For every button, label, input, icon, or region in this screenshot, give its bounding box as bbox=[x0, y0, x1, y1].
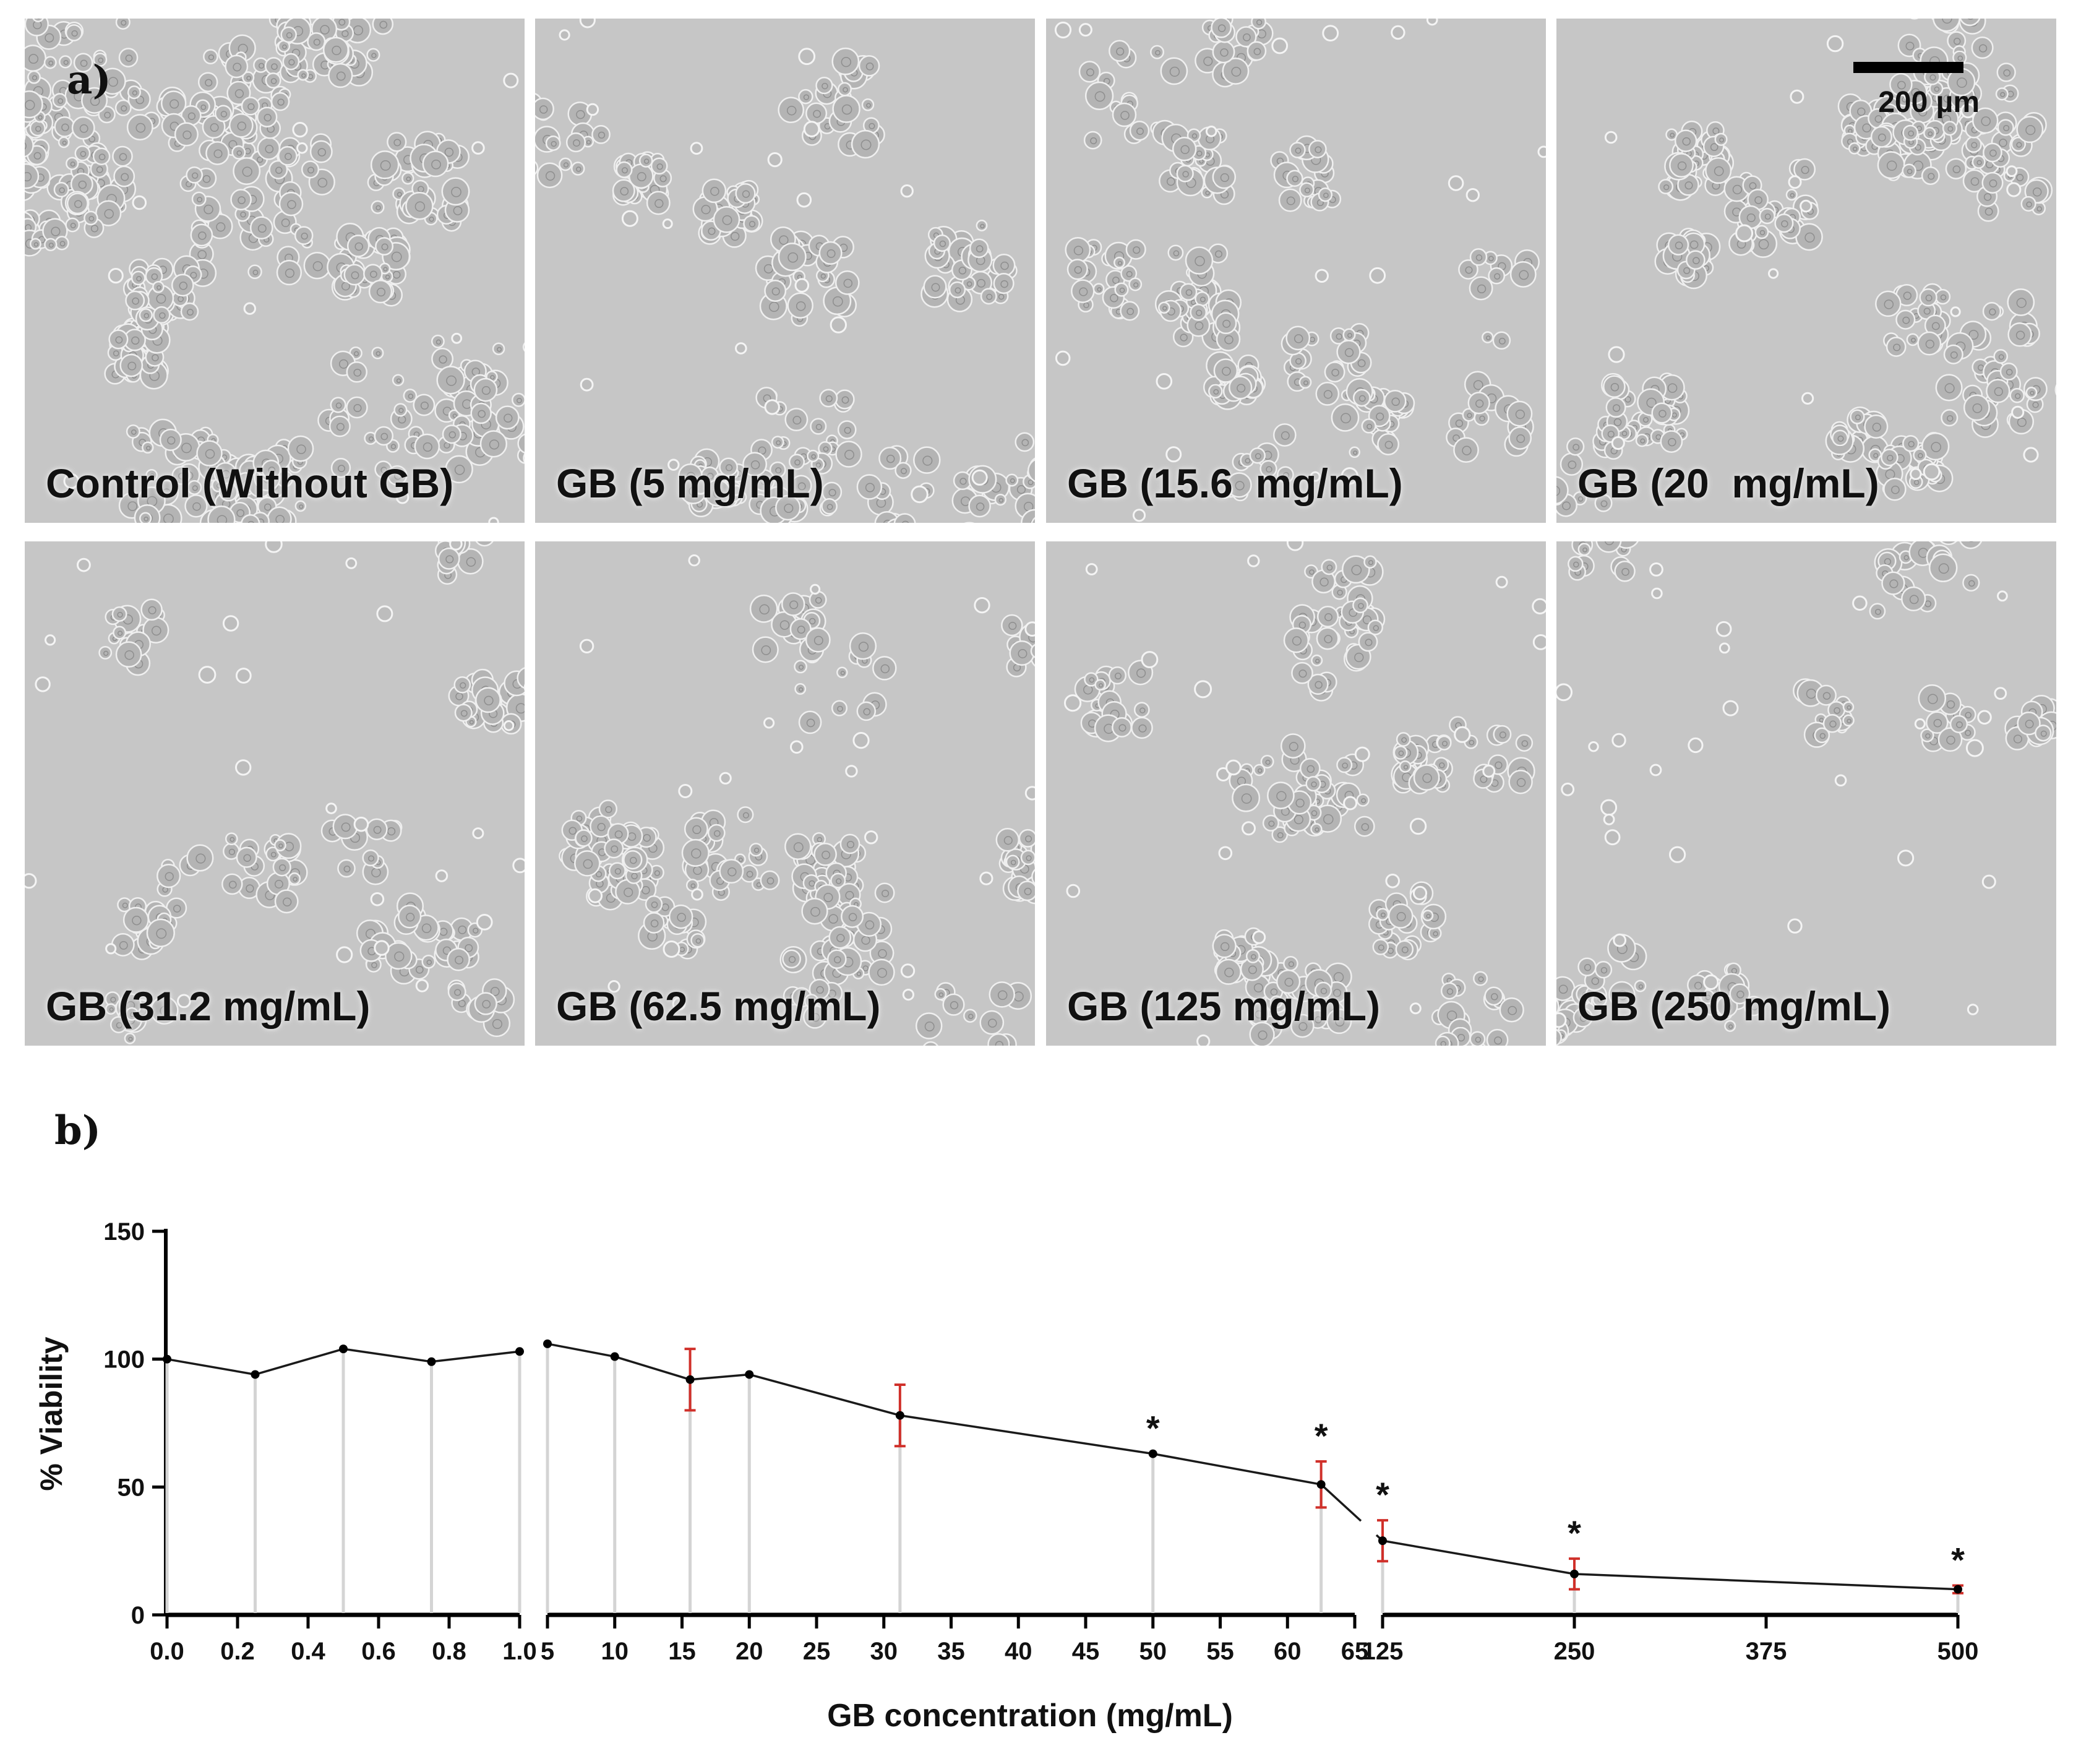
panel-a-label: a) bbox=[67, 57, 111, 103]
series-line bbox=[1382, 1539, 1575, 1575]
series-line bbox=[899, 1414, 1154, 1455]
x-tick-label: 1.0 bbox=[502, 1638, 537, 1665]
micrograph-grid: Control (Without GB) GB (5 mg/mL) GB (15… bbox=[25, 19, 2056, 1046]
cell-image bbox=[1556, 541, 2056, 1046]
x-tick-label: 55 bbox=[1206, 1638, 1234, 1665]
x-tick-label: 15 bbox=[668, 1638, 696, 1665]
x-tick-label: 35 bbox=[937, 1638, 965, 1665]
data-point bbox=[543, 1339, 552, 1348]
data-point bbox=[515, 1347, 524, 1356]
micrograph-gb-15-6: GB (15.6 mg/mL) bbox=[1046, 19, 1546, 523]
significance-marker: * bbox=[1315, 1416, 1328, 1455]
series-line bbox=[547, 1343, 616, 1358]
x-tick-label: 0.6 bbox=[361, 1638, 396, 1665]
panel-b-label: b) bbox=[54, 1108, 101, 1154]
x-tick-label: 0.8 bbox=[432, 1638, 466, 1665]
data-point bbox=[895, 1411, 904, 1420]
series-line bbox=[166, 1357, 255, 1376]
micrograph-gb-125: GB (125 mg/mL) bbox=[1046, 541, 1546, 1046]
significance-marker: * bbox=[1146, 1409, 1160, 1448]
x-tick-label: 60 bbox=[1274, 1638, 1302, 1665]
series-line bbox=[255, 1348, 344, 1376]
x-tick-label: 0.4 bbox=[291, 1638, 325, 1665]
x-tick-label: 0.2 bbox=[220, 1638, 255, 1665]
x-tick-label: 500 bbox=[1937, 1638, 1979, 1665]
x-tick-label: 5 bbox=[541, 1638, 554, 1665]
series-line bbox=[1574, 1573, 1959, 1591]
micrograph-label: GB (31.2 mg/mL) bbox=[46, 983, 371, 1029]
micrograph-gb-250: GB (250 mg/mL) bbox=[1556, 541, 2056, 1046]
x-tick-label: 375 bbox=[1746, 1638, 1787, 1665]
series-line bbox=[1320, 1483, 1362, 1522]
micrograph-label: GB (250 mg/mL) bbox=[1577, 983, 1891, 1029]
significance-marker: * bbox=[1951, 1540, 1965, 1579]
micrograph-gb-20: GB (20 mg/mL) 200 µm bbox=[1556, 19, 2056, 523]
micrograph-label: GB (62.5 mg/mL) bbox=[556, 983, 881, 1029]
data-point bbox=[745, 1370, 754, 1379]
cell-image bbox=[1556, 19, 2056, 523]
data-point bbox=[1148, 1449, 1157, 1458]
data-point bbox=[1378, 1536, 1387, 1546]
y-tick-label: 50 bbox=[118, 1474, 145, 1501]
series-line bbox=[1152, 1452, 1321, 1486]
x-tick-label: 50 bbox=[1139, 1638, 1167, 1665]
series-line bbox=[343, 1348, 432, 1363]
series-line bbox=[431, 1350, 520, 1363]
x-tick-label: 0.0 bbox=[150, 1638, 184, 1665]
x-tick-label: 25 bbox=[803, 1638, 831, 1665]
data-point bbox=[251, 1370, 260, 1379]
series-line bbox=[614, 1355, 691, 1381]
data-point bbox=[163, 1354, 171, 1364]
x-tick-label: 10 bbox=[601, 1638, 629, 1665]
x-tick-label: 40 bbox=[1005, 1638, 1032, 1665]
x-tick-label: 45 bbox=[1072, 1638, 1100, 1665]
scale-bar bbox=[1853, 62, 1963, 73]
cell-image bbox=[1046, 19, 1546, 523]
micrograph-control: Control (Without GB) bbox=[25, 19, 525, 523]
data-point bbox=[427, 1357, 436, 1366]
micrograph-label: GB (5 mg/mL) bbox=[556, 460, 824, 506]
y-tick-label: 100 bbox=[103, 1346, 145, 1374]
micrograph-label: Control (Without GB) bbox=[46, 460, 454, 506]
data-point bbox=[685, 1375, 695, 1384]
micrograph-gb-31-2: GB (31.2 mg/mL) bbox=[25, 541, 525, 1046]
micrograph-gb-62-5: GB (62.5 mg/mL) bbox=[535, 541, 1035, 1046]
x-tick-label: 30 bbox=[870, 1638, 898, 1665]
y-tick-label: 0 bbox=[131, 1602, 145, 1629]
x-tick-label: 20 bbox=[736, 1638, 763, 1665]
x-axis-label: GB concentration (mg/mL) bbox=[827, 1698, 1233, 1734]
cell-image bbox=[535, 19, 1035, 523]
data-point bbox=[610, 1352, 619, 1361]
series-line bbox=[690, 1373, 750, 1381]
micrograph-label: GB (15.6 mg/mL) bbox=[1067, 460, 1403, 506]
significance-marker: * bbox=[1376, 1475, 1389, 1514]
cell-image bbox=[535, 541, 1035, 1046]
x-tick-label: 250 bbox=[1554, 1638, 1595, 1665]
micrograph-gb-5: GB (5 mg/mL) bbox=[535, 19, 1035, 523]
cell-image bbox=[1046, 541, 1546, 1046]
micrograph-label: GB (125 mg/mL) bbox=[1067, 983, 1381, 1029]
micrograph-label: GB (20 mg/mL) bbox=[1577, 460, 1879, 506]
viability-chart: 0 50 100 150 0.0 0.2 0.4 0.6 0.8 1.0 5 10 15 20 25 30 35… bbox=[34, 1218, 1979, 1734]
y-axis-label: % Viability bbox=[34, 1336, 69, 1491]
cell-image bbox=[25, 19, 525, 523]
data-point bbox=[1954, 1585, 1962, 1594]
scale-bar-label: 200 µm bbox=[1878, 86, 1980, 119]
significance-marker: * bbox=[1568, 1513, 1581, 1552]
x-tick-label: 125 bbox=[1362, 1638, 1404, 1665]
y-tick-label: 150 bbox=[103, 1218, 145, 1246]
data-point bbox=[1570, 1569, 1579, 1578]
data-point bbox=[1316, 1480, 1326, 1489]
x-tick-label: 65 bbox=[1341, 1638, 1369, 1665]
cell-image bbox=[25, 541, 525, 1046]
data-point bbox=[339, 1345, 348, 1354]
series-line bbox=[749, 1373, 901, 1417]
